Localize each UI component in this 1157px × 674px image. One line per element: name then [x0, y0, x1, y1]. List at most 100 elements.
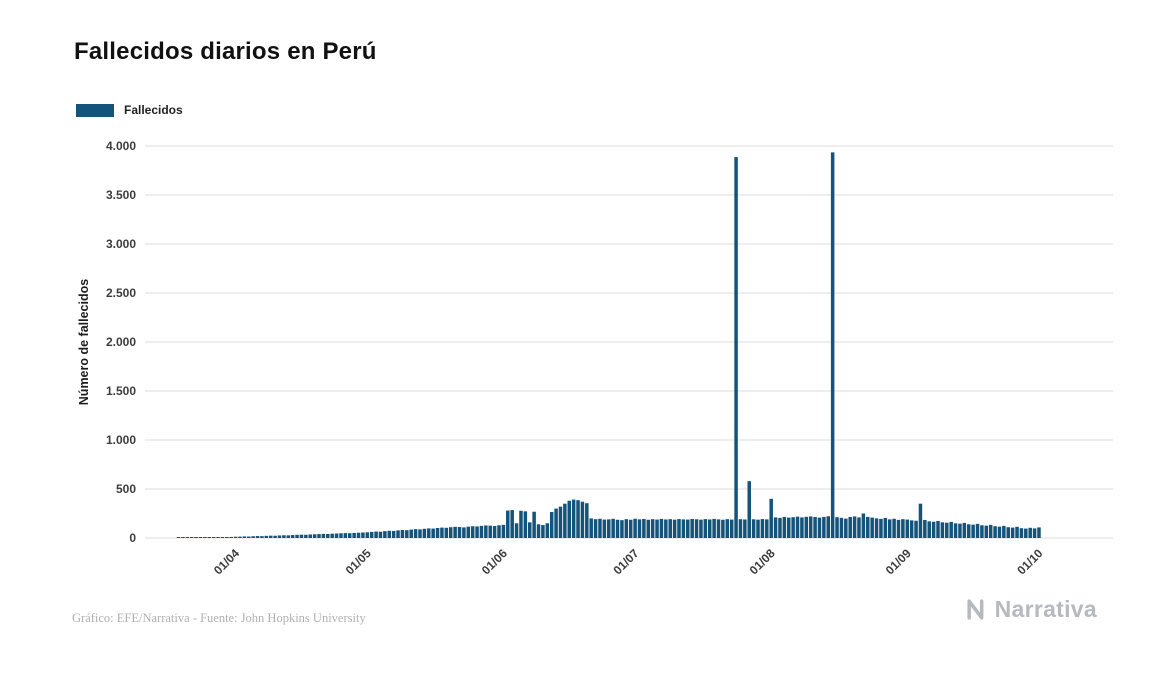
- bar: [962, 522, 967, 538]
- bar: [567, 500, 571, 538]
- bar: [782, 516, 787, 538]
- bar: [1028, 527, 1032, 538]
- bar: [725, 519, 730, 538]
- bar: [585, 503, 589, 538]
- bar: [405, 530, 409, 538]
- bar: [729, 519, 734, 538]
- bar: [475, 526, 479, 538]
- y-tick-label: 500: [116, 482, 136, 496]
- bar: [207, 537, 212, 538]
- bar: [664, 519, 668, 538]
- x-tick-label: 01/08: [747, 546, 778, 577]
- bar: [260, 536, 264, 538]
- bar: [953, 523, 958, 538]
- y-axis-labels: 0 500 1.000 1.500 2.000 2.500 3.000 3.500 4.000: [106, 139, 136, 545]
- bar: [488, 525, 492, 538]
- bar: [830, 152, 835, 538]
- bar: [826, 516, 831, 538]
- bar: [808, 516, 813, 538]
- bar: [1010, 527, 1015, 538]
- bar: [330, 533, 334, 538]
- bar: [896, 519, 901, 538]
- bar: [707, 519, 712, 538]
- legend-label: Fallecidos: [124, 103, 183, 117]
- gridlines: [145, 145, 1113, 539]
- bar: [751, 519, 756, 538]
- bar: [409, 529, 413, 538]
- bar: [795, 516, 800, 538]
- bar: [339, 533, 343, 538]
- bar: [484, 525, 488, 538]
- bar: [879, 518, 883, 538]
- bar: [549, 512, 554, 538]
- bar: [343, 533, 348, 538]
- legend: Fallecidos: [76, 103, 183, 117]
- bar: [558, 506, 563, 538]
- x-tick-label: 01/05: [343, 546, 374, 577]
- bar: [988, 524, 993, 538]
- bar: [914, 520, 918, 538]
- bar: [229, 536, 233, 538]
- bar: [233, 536, 238, 538]
- bar: [1024, 528, 1028, 538]
- bar: [778, 517, 782, 538]
- bar: [545, 523, 550, 538]
- bar: [273, 535, 277, 538]
- bar: [738, 519, 743, 538]
- bar: [251, 536, 255, 538]
- bar: [949, 521, 953, 538]
- bar: [650, 519, 655, 538]
- narrativa-logo: Narrativa: [965, 596, 1097, 623]
- bar: [242, 536, 247, 538]
- bar: [791, 517, 795, 538]
- bar: [312, 534, 317, 538]
- bar: [822, 516, 826, 538]
- bar: [435, 528, 440, 538]
- bar: [870, 517, 874, 538]
- bar: [523, 511, 528, 538]
- bar: [282, 535, 286, 538]
- bar: [1032, 528, 1037, 538]
- bar: [760, 519, 765, 538]
- bar: [901, 519, 905, 538]
- bar: [765, 519, 769, 538]
- bar: [887, 519, 892, 538]
- bar: [427, 528, 431, 538]
- bar: [268, 535, 273, 538]
- bar: [290, 535, 295, 538]
- bar: [756, 519, 760, 538]
- bar: [835, 517, 839, 538]
- bar: [659, 518, 664, 538]
- bar: [326, 533, 330, 538]
- bar: [361, 532, 365, 538]
- bar: [607, 519, 611, 538]
- bar: [883, 517, 888, 538]
- bar: [264, 535, 269, 538]
- bar: [593, 519, 598, 538]
- bar: [747, 481, 751, 538]
- bar: [378, 531, 383, 538]
- bar: [448, 527, 453, 538]
- narrativa-wordmark: Narrativa: [994, 596, 1097, 622]
- bar: [554, 508, 558, 538]
- bar: [1015, 526, 1019, 538]
- bar: [905, 519, 910, 538]
- bar: [479, 525, 484, 538]
- bar: [936, 520, 940, 538]
- bar: [857, 517, 861, 538]
- bar: [185, 537, 190, 538]
- bar: [352, 532, 356, 538]
- bar: [1002, 525, 1006, 538]
- bar: [624, 519, 629, 538]
- bar: [365, 532, 370, 538]
- bar: [892, 518, 896, 538]
- bar: [506, 510, 510, 538]
- bar: [602, 519, 607, 538]
- bar: [225, 537, 229, 538]
- bar: [457, 527, 462, 538]
- bar: [501, 524, 506, 538]
- x-tick-label: 01/09: [883, 546, 914, 577]
- y-tick-label: 4.000: [106, 139, 136, 153]
- bar: [677, 519, 681, 538]
- bar: [975, 523, 980, 538]
